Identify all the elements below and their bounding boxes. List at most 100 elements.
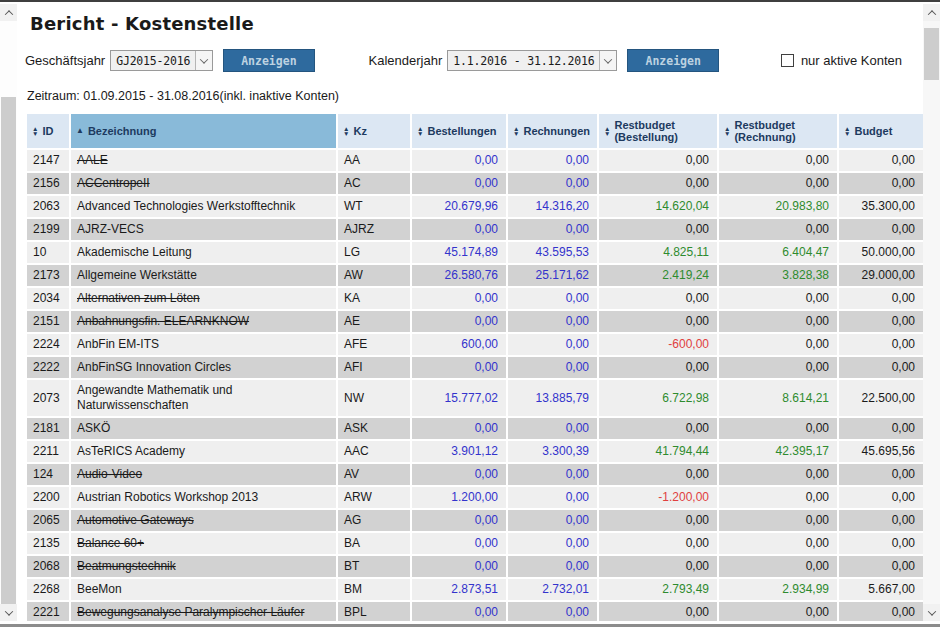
column-header-restbudget[interactable]: ▲▼Restbudget (Bestellung) (599, 114, 717, 148)
cell-kz: AAC (338, 441, 410, 462)
cell-rechnungen: 2.732,01 (508, 579, 597, 600)
anzeigen-kalenderjahr-button[interactable]: Anzeigen (627, 49, 718, 72)
cell-restbudget-rechnung: 0,00 (719, 556, 837, 577)
cell-bezeichnung: AJRZ-VECS (71, 219, 336, 240)
cell-restbudget-bestellung: 2.793,49 (599, 579, 717, 600)
column-header-budget[interactable]: ▲▼Budget (839, 114, 923, 148)
nur-aktive-konten-label: nur aktive Konten (801, 53, 902, 68)
cell-bezeichnung: Alternativen zum Löten (71, 288, 336, 309)
cell-bezeichnung: Bewegungsanalyse Paralympischer Läufer (71, 602, 336, 621)
cell-rechnungen: 0,00 (508, 173, 597, 194)
cell-budget: 0,00 (839, 533, 923, 554)
table-row: 2173Allgemeine WerkstätteAW26.580,7625.1… (27, 265, 923, 286)
table-row: 2181ASKÖASK0,000,000,000,000,00 (27, 418, 923, 439)
cell-rechnungen: 0,00 (508, 219, 597, 240)
column-header-kz[interactable]: ▲▼Kz (338, 114, 410, 148)
cell-id: 2224 (27, 334, 69, 355)
table-row: 2224AnbFin EM-ITSAFE600,000,00-600,000,0… (27, 334, 923, 355)
zeitraum-text: Zeitraum: 01.09.2015 - 31.08.2016(inkl. … (27, 89, 923, 103)
cell-budget: 5.667,00 (839, 579, 923, 600)
right-scrollbar[interactable] (923, 4, 940, 621)
table-header-row: ▲▼ID▲Bezeichnung▲▼Kz▲▼Bestellungen▲▼Rech… (27, 114, 923, 148)
cell-bestellungen: 26.580,76 (412, 265, 506, 286)
geschaeftsjahr-label: Geschäftsjahr (25, 53, 105, 68)
cell-kz: AJRZ (338, 219, 410, 240)
cell-id: 2151 (27, 311, 69, 332)
cell-budget: 50.000,00 (839, 242, 923, 263)
cell-kz: AW (338, 265, 410, 286)
page-title: Bericht - Kostenstelle (30, 13, 923, 34)
cell-restbudget-rechnung: 20.983,80 (719, 196, 837, 217)
cell-bestellungen: 0,00 (412, 173, 506, 194)
cell-bestellungen: 15.777,02 (412, 380, 506, 416)
column-header-id[interactable]: ▲▼ID (27, 114, 69, 148)
cell-restbudget-rechnung: 0,00 (719, 311, 837, 332)
kalenderjahr-select[interactable]: 1.1.2016 - 31.12.2016 (447, 50, 617, 71)
cell-restbudget-rechnung: 2.934,99 (719, 579, 837, 600)
cell-budget: 29.000,00 (839, 265, 923, 286)
cell-restbudget-bestellung: 0,00 (599, 150, 717, 171)
cell-bestellungen: 45.174,89 (412, 242, 506, 263)
cell-id: 2221 (27, 602, 69, 621)
nur-aktive-konten-checkbox[interactable] (781, 54, 794, 67)
cell-bezeichnung: Allgemeine Werkstätte (71, 265, 336, 286)
cell-budget: 22.500,00 (839, 380, 923, 416)
cell-restbudget-bestellung: 0,00 (599, 219, 717, 240)
chevron-down-icon[interactable] (923, 604, 940, 621)
column-header-bestellungen[interactable]: ▲▼Bestellungen (412, 114, 506, 148)
cell-rechnungen: 0,00 (508, 311, 597, 332)
cell-bestellungen: 3.901,12 (412, 441, 506, 462)
cell-rechnungen: 0,00 (508, 487, 597, 508)
anzeigen-geschaeftsjahr-button[interactable]: Anzeigen (223, 49, 314, 72)
cell-restbudget-rechnung: 0,00 (719, 418, 837, 439)
cell-kz: AFI (338, 357, 410, 378)
cell-budget: 0,00 (839, 173, 923, 194)
cell-bestellungen: 2.873,51 (412, 579, 506, 600)
geschaeftsjahr-select[interactable]: GJ2015-2016 (110, 50, 213, 71)
nur-aktive-konten-option[interactable]: nur aktive Konten (781, 53, 902, 68)
cell-budget: 0,00 (839, 334, 923, 355)
cell-budget: 45.695,56 (839, 441, 923, 462)
column-header-label: Bezeichnung (88, 125, 156, 137)
cell-id: 2173 (27, 265, 69, 286)
sort-both-icon: ▲▼ (604, 126, 610, 136)
cell-bezeichnung: Balance 60+ (71, 533, 336, 554)
table-row: 2151Anbahnungsfin. ELEARNKNOWAE0,000,000… (27, 311, 923, 332)
table-row: 2156ACCentropeIIAC0,000,000,000,000,00 (27, 173, 923, 194)
kalenderjahr-select-value: 1.1.2016 - 31.12.2016 (448, 51, 599, 70)
cell-restbudget-bestellung: 0,00 (599, 602, 717, 621)
cell-restbudget-bestellung: 14.620,04 (599, 196, 717, 217)
column-header-bezeichnung[interactable]: ▲Bezeichnung (71, 114, 336, 148)
left-scrollbar[interactable] (0, 4, 17, 621)
cell-id: 2181 (27, 418, 69, 439)
cell-rechnungen: 0,00 (508, 533, 597, 554)
chevron-up-icon[interactable] (923, 4, 940, 21)
cell-bestellungen: 0,00 (412, 288, 506, 309)
cell-restbudget-bestellung: 6.722,98 (599, 380, 717, 416)
cell-restbudget-rechnung: 0,00 (719, 357, 837, 378)
cell-restbudget-rechnung: 0,00 (719, 464, 837, 485)
cell-bestellungen: 0,00 (412, 464, 506, 485)
cell-bezeichnung: AsTeRICS Academy (71, 441, 336, 462)
column-header-label: Budget (854, 125, 892, 137)
left-scrollbar-thumb[interactable] (1, 97, 16, 604)
cell-id: 10 (27, 242, 69, 263)
cell-restbudget-bestellung: 0,00 (599, 556, 717, 577)
right-scrollbar-thumb[interactable] (924, 28, 939, 80)
column-header-rechnungen[interactable]: ▲▼Rechnungen (508, 114, 597, 148)
cell-restbudget-rechnung: 0,00 (719, 533, 837, 554)
cell-bezeichnung: AnbFinSG Innovation Circles (71, 357, 336, 378)
sort-both-icon: ▲▼ (417, 126, 423, 136)
chevron-down-icon[interactable] (0, 604, 17, 621)
cell-restbudget-bestellung: 41.794,44 (599, 441, 717, 462)
cell-restbudget-rechnung: 0,00 (719, 150, 837, 171)
cell-restbudget-bestellung: 4.825,11 (599, 242, 717, 263)
cell-rechnungen: 0,00 (508, 510, 597, 531)
column-header-restbudget[interactable]: ▲▼Restbudget (Rechnung) (719, 114, 837, 148)
cell-bestellungen: 0,00 (412, 510, 506, 531)
cell-rechnungen: 25.171,62 (508, 265, 597, 286)
cell-kz: NW (338, 380, 410, 416)
chevron-up-icon[interactable] (0, 4, 17, 21)
cell-budget: 0,00 (839, 219, 923, 240)
cell-restbudget-bestellung: -1.200,00 (599, 487, 717, 508)
